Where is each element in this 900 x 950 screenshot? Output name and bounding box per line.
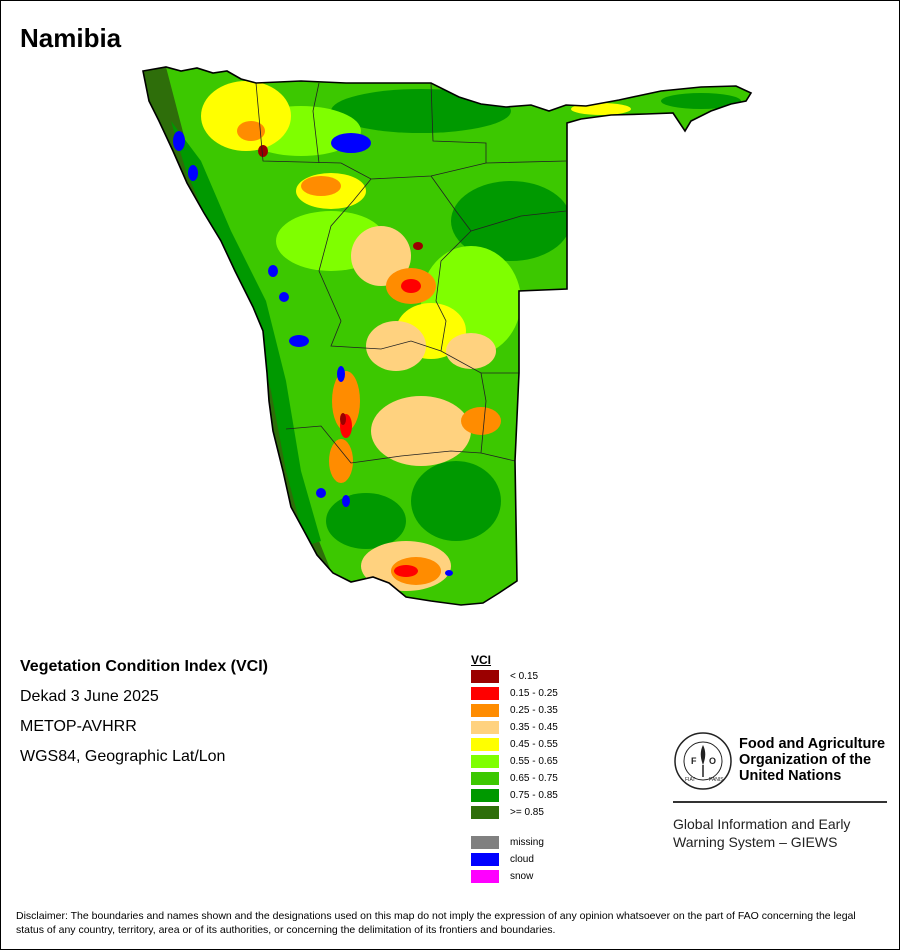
legend-label: >= 0.85: [510, 807, 544, 818]
legend-label: 0.45 - 0.55: [510, 739, 558, 750]
legend-label: 0.75 - 0.85: [510, 790, 558, 801]
legend-swatch: [471, 738, 499, 751]
map-info: Vegetation Condition Index (VCI) Dekad 3…: [20, 657, 268, 777]
legend-item: snow: [471, 868, 533, 885]
fao-divider: [673, 801, 887, 803]
legend-swatch: [471, 755, 499, 768]
country-outline: [142, 66, 753, 606]
legend-swatch: [471, 853, 499, 866]
legend-title: VCI: [471, 653, 492, 667]
legend-swatch: [471, 836, 499, 849]
legend-label: 0.35 - 0.45: [510, 722, 558, 733]
disclaimer: Disclaimer: The boundaries and names sho…: [16, 910, 856, 936]
legend-item: 0.25 - 0.35: [471, 702, 558, 719]
legend-label: missing: [510, 837, 544, 848]
legend-swatch: [471, 670, 499, 683]
legend-item: >= 0.85: [471, 804, 544, 821]
legend-swatch: [471, 806, 499, 819]
legend-classes: < 0.15 0.15 - 0.25 0.25 - 0.35 0.35 - 0.…: [471, 668, 558, 821]
fao-logo-letter: O: [709, 756, 716, 766]
legend-swatch: [471, 721, 499, 734]
legend-item: 0.45 - 0.55: [471, 736, 558, 753]
fao-logo-motto: PANIS: [709, 777, 724, 783]
legend-label: 0.55 - 0.65: [510, 756, 558, 767]
legend-item: < 0.15: [471, 668, 538, 685]
legend-label: 0.65 - 0.75: [510, 773, 558, 784]
legend-swatch: [471, 772, 499, 785]
legend-special: missing cloud snow: [471, 834, 544, 885]
legend: VCI < 0.15 0.15 - 0.25 0.25 - 0.35 0.35 …: [471, 652, 558, 885]
product-name: Vegetation Condition Index (VCI): [20, 658, 268, 675]
fao-logo-motto: FIAT: [685, 777, 695, 783]
legend-swatch: [471, 687, 499, 700]
legend-item: missing: [471, 834, 544, 851]
legend-item: 0.15 - 0.25: [471, 685, 558, 702]
map-title: Namibia: [20, 23, 122, 53]
legend-item: 0.55 - 0.65: [471, 753, 558, 770]
fao-logo-icon: F O FIAT PANIS: [674, 732, 732, 790]
legend-label: 0.25 - 0.35: [510, 705, 558, 716]
legend-label: cloud: [510, 854, 534, 865]
legend-item: 0.35 - 0.45: [471, 719, 558, 736]
legend-item: 0.75 - 0.85: [471, 787, 558, 804]
period-label: Dekad 3 June 2025: [20, 688, 159, 705]
region-boundaries: [255, 82, 567, 464]
legend-item: cloud: [471, 851, 534, 868]
legend-swatch: [471, 870, 499, 883]
giews-label: Global Information and Early Warning Sys…: [673, 816, 851, 850]
projection-label: WGS84, Geographic Lat/Lon: [20, 748, 226, 765]
legend-label: 0.15 - 0.25: [510, 688, 558, 699]
fao-branding: F O FIAT PANIS Food and Agriculture Orga…: [673, 731, 887, 850]
legend-swatch: [471, 789, 499, 802]
legend-label: < 0.15: [510, 671, 539, 682]
legend-item: 0.65 - 0.75: [471, 770, 558, 787]
legend-swatch: [471, 704, 499, 717]
sensor-label: METOP-AVHRR: [20, 718, 137, 735]
legend-gap: [471, 821, 491, 834]
legend-label: snow: [510, 871, 534, 882]
fao-logo-letter: F: [691, 756, 697, 766]
fao-org-name: Food and Agriculture Organization of the…: [739, 736, 886, 784]
vci-raster: [143, 67, 751, 605]
